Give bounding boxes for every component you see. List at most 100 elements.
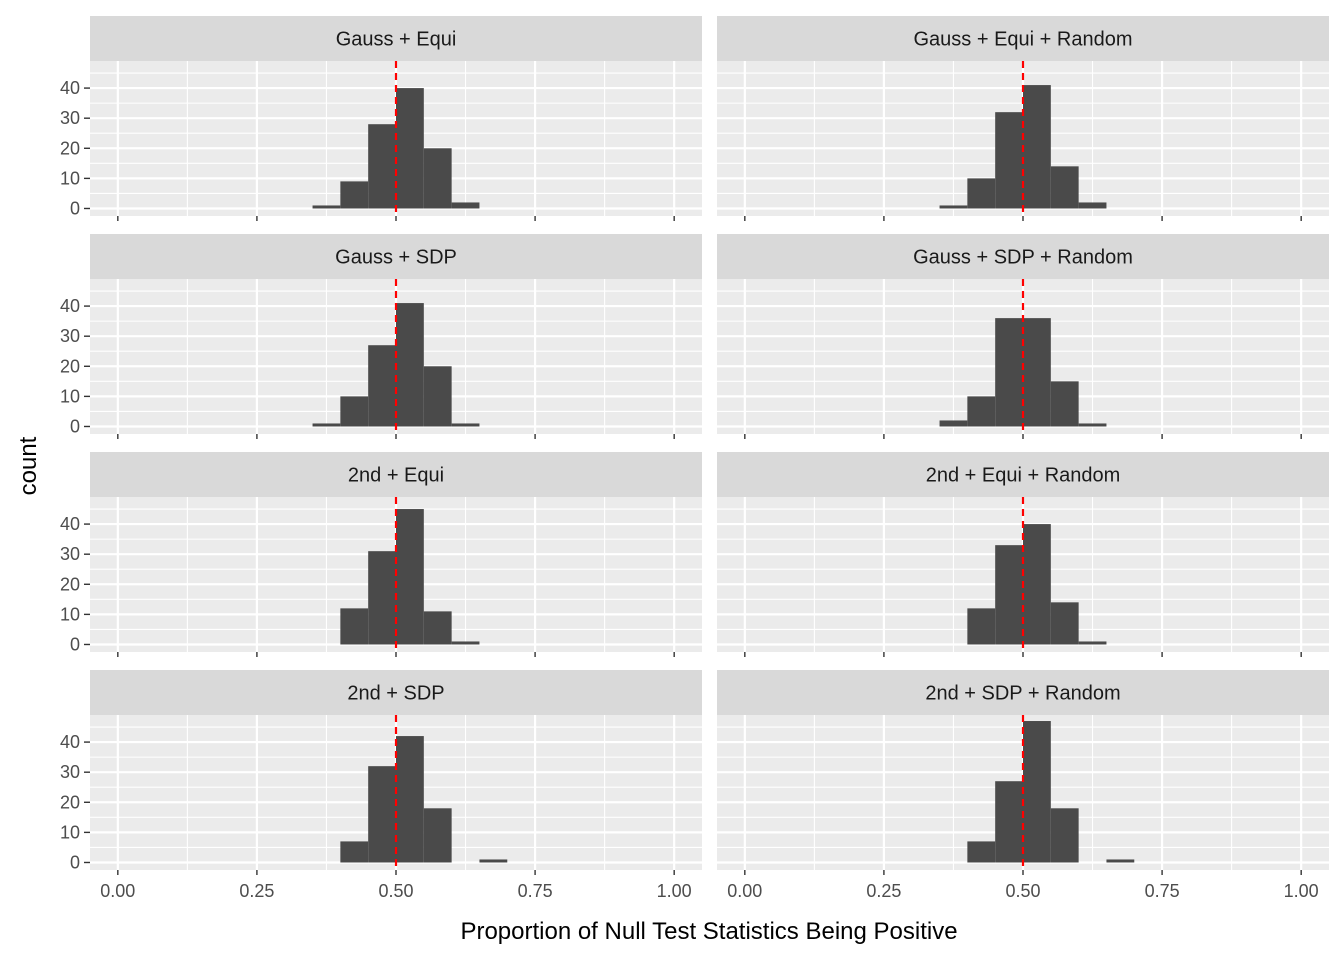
y-tick-label: 30 [60, 108, 80, 128]
x-tick-label: 1.00 [657, 881, 692, 901]
histogram-bar [423, 366, 452, 427]
histogram-bar [396, 88, 424, 209]
facet-panel: Gauss + SDP 0 10 20 30 40 [60, 234, 702, 439]
facet-title: 2nd + Equi [348, 465, 444, 487]
histogram-bar [1050, 602, 1079, 645]
histogram-bar [995, 781, 1023, 863]
facet-panel: 2nd + SDP + Random 0.00 0.25 0.50 0.75 1.00 [717, 670, 1329, 901]
histogram-bar [995, 545, 1023, 645]
y-tick-label: 10 [60, 822, 80, 842]
y-tick-label: 40 [60, 514, 80, 534]
facet-strip [717, 452, 1329, 497]
y-tick-label: 0 [70, 198, 80, 218]
histogram-bar [368, 124, 396, 209]
facet-title: 2nd + SDP + Random [925, 683, 1120, 705]
histogram-bar [423, 808, 452, 863]
histogram-bar [423, 611, 452, 645]
histogram-bar [423, 148, 452, 209]
histogram-bar [396, 736, 424, 863]
facet-title: 2nd + Equi + Random [926, 465, 1121, 487]
histogram-bar [967, 178, 996, 209]
x-tick-label: 0.50 [1005, 881, 1040, 901]
facet-panel: Gauss + Equi + Random [717, 16, 1329, 221]
histogram-bar [939, 420, 968, 427]
facet-panel: Gauss + SDP + Random [717, 234, 1329, 439]
histogram-bar [967, 608, 996, 645]
histogram-bar [368, 551, 396, 645]
y-tick-label: 10 [60, 386, 80, 406]
x-tick-label: 1.00 [1284, 881, 1319, 901]
facet-strip [717, 16, 1329, 61]
histogram-bar [967, 841, 996, 863]
facet-panel: 2nd + SDP 0 10 20 30 40 0.00 0.25 0.50 0.75 1.00 [60, 670, 702, 901]
histogram-bar [1050, 381, 1079, 427]
y-tick-label: 30 [60, 326, 80, 346]
x-tick-label: 0.00 [727, 881, 762, 901]
facet-strip [90, 670, 702, 715]
facet-strip [717, 234, 1329, 279]
y-tick-label: 0 [70, 634, 80, 654]
histogram-bar [451, 202, 480, 209]
histogram-bar [1106, 859, 1135, 863]
facet-title: Gauss + Equi + Random [913, 29, 1132, 51]
histogram-bar [368, 766, 396, 863]
histogram-bar [939, 205, 968, 209]
histogram-bar [1023, 524, 1051, 645]
y-tick-label: 20 [60, 792, 80, 812]
facet-title: Gauss + SDP + Random [913, 247, 1133, 269]
y-tick-label: 0 [70, 852, 80, 872]
facet-title: Gauss + SDP [335, 247, 457, 269]
histogram-bar [451, 641, 480, 645]
histogram-bar [340, 608, 369, 645]
histogram-bar [1023, 721, 1051, 863]
x-tick-label: 0.75 [518, 881, 553, 901]
histogram-bar [340, 841, 369, 863]
facet-strip [90, 234, 702, 279]
histogram-bar [1023, 318, 1051, 427]
x-tick-label: 0.25 [866, 881, 901, 901]
histogram-bar [1023, 85, 1051, 209]
y-tick-label: 40 [60, 296, 80, 316]
histogram-bar [479, 859, 508, 863]
x-axis-title: Proportion of Null Test Statistics Being… [460, 918, 957, 945]
histogram-bar [1050, 808, 1079, 863]
facet-panel: 2nd + Equi 0 10 20 30 40 [60, 452, 702, 657]
y-tick-label: 20 [60, 356, 80, 376]
histogram-bar [312, 205, 341, 209]
histogram-bar [1050, 166, 1079, 209]
y-tick-label: 20 [60, 138, 80, 158]
facet-strip [90, 452, 702, 497]
histogram-bar [451, 423, 480, 427]
y-tick-label: 30 [60, 762, 80, 782]
histogram-bar [340, 181, 369, 209]
histogram-bar [312, 423, 341, 427]
y-tick-label: 10 [60, 168, 80, 188]
histogram-bar [995, 318, 1023, 427]
histogram-bar [1078, 202, 1107, 209]
y-tick-label: 40 [60, 732, 80, 752]
facet-panel: 2nd + Equi + Random [717, 452, 1329, 657]
y-tick-label: 10 [60, 604, 80, 624]
y-tick-label: 30 [60, 544, 80, 564]
histogram-bar [967, 396, 996, 427]
facet-title: Gauss + Equi [336, 29, 457, 51]
histogram-bar [1078, 423, 1107, 427]
facet-strip [717, 670, 1329, 715]
x-tick-label: 0.50 [378, 881, 413, 901]
y-axis-title: count [15, 436, 42, 495]
facet-strip [90, 16, 702, 61]
histogram-bar [340, 396, 369, 427]
facet-title: 2nd + SDP [347, 683, 444, 705]
facet-panel: Gauss + Equi 0 10 20 30 40 [60, 16, 702, 221]
x-tick-label: 0.00 [100, 881, 135, 901]
y-tick-label: 40 [60, 78, 80, 98]
histogram-bar [995, 112, 1023, 209]
histogram-bar [396, 509, 424, 645]
histogram-bar [396, 303, 424, 427]
histogram-bar [368, 345, 396, 427]
y-tick-label: 0 [70, 416, 80, 436]
histogram-bar [1078, 641, 1107, 645]
x-tick-label: 0.25 [239, 881, 274, 901]
y-tick-label: 20 [60, 574, 80, 594]
